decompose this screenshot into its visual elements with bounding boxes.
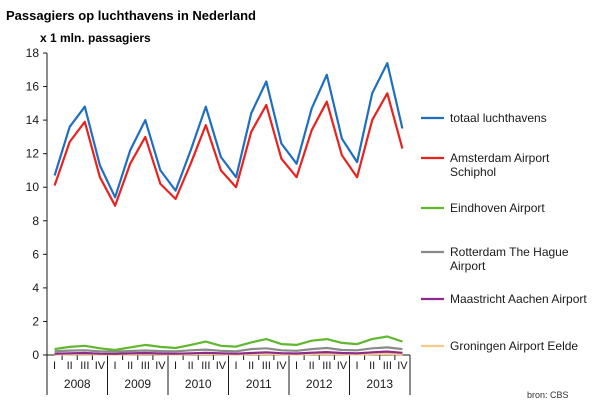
x-quarter-label: III	[80, 360, 89, 372]
chart-title: Passagiers op luchthavens in Nederland	[6, 8, 256, 23]
x-quarter-label: I	[114, 360, 117, 372]
x-year-label: 2010	[185, 377, 212, 391]
x-quarter-label: III	[383, 360, 392, 372]
y-tick-label: 12	[26, 147, 40, 161]
x-quarter-label: III	[322, 360, 331, 372]
legend-label: Eindhoven Airport	[450, 201, 545, 215]
y-tick-label: 0	[32, 348, 39, 362]
legend-label: totaal luchthavens	[450, 111, 547, 125]
x-quarter-label: III	[141, 360, 150, 372]
y-tick-label: 4	[32, 281, 39, 295]
x-quarter-label: IV	[155, 360, 166, 372]
x-quarter-label: IV	[95, 360, 106, 372]
y-tick-label: 8	[32, 214, 39, 228]
x-year-label: 2011	[246, 377, 272, 391]
x-quarter-label: IV	[337, 360, 348, 372]
series-line	[54, 346, 403, 353]
x-quarter-label: II	[369, 360, 375, 372]
x-quarter-label: IV	[397, 360, 408, 372]
x-year-label: 2009	[124, 377, 151, 391]
series-lines	[53, 61, 404, 356]
x-quarter-label: IV	[216, 360, 227, 372]
x-quarter-label: I	[295, 360, 298, 372]
legend-label: Rotterdam The Hague	[450, 245, 569, 259]
x-quarter-label: IV	[276, 360, 287, 372]
series-line	[53, 92, 404, 207]
x-quarter-label: I	[235, 360, 238, 372]
x-year-label: 2013	[366, 377, 393, 391]
x-quarter-label: I	[53, 360, 56, 372]
x-quarter-label: III	[262, 360, 271, 372]
legend-label: Groningen Airport Eelde	[450, 339, 578, 353]
legend-label: Maastricht Aachen Airport	[450, 292, 587, 306]
legend: totaal luchthavens Amsterdam AirportSchip…	[421, 111, 587, 353]
x-quarter-label: I	[174, 360, 177, 372]
y-tick-label: 10	[26, 180, 40, 194]
y-tick-label: 6	[32, 247, 39, 261]
series-line	[54, 335, 403, 352]
y-tick-label: 14	[26, 113, 40, 127]
y-tick-label: 18	[26, 46, 40, 60]
y-axis-label: x 1 mln. passagiers	[40, 31, 151, 45]
x-quarter-label: III	[201, 360, 210, 372]
x-quarter-label: II	[188, 360, 194, 372]
x-quarter-label: II	[309, 360, 315, 372]
source-note: bron: CBS	[527, 390, 569, 400]
legend-label: Amsterdam Airport	[450, 151, 550, 165]
legend-label: Airport	[450, 259, 486, 273]
x-quarter-label: II	[67, 360, 73, 372]
x-year-label: 2012	[306, 377, 333, 391]
x-quarter-label: II	[248, 360, 254, 372]
x-quarter-label: II	[127, 360, 133, 372]
y-tick-label: 16	[26, 80, 40, 94]
x-year-label: 2008	[64, 377, 91, 391]
series-line	[54, 350, 403, 355]
legend-label: Schiphol	[450, 165, 496, 179]
series-line	[53, 61, 404, 199]
x-quarter-label: I	[356, 360, 359, 372]
y-tick-label: 2	[32, 314, 39, 328]
